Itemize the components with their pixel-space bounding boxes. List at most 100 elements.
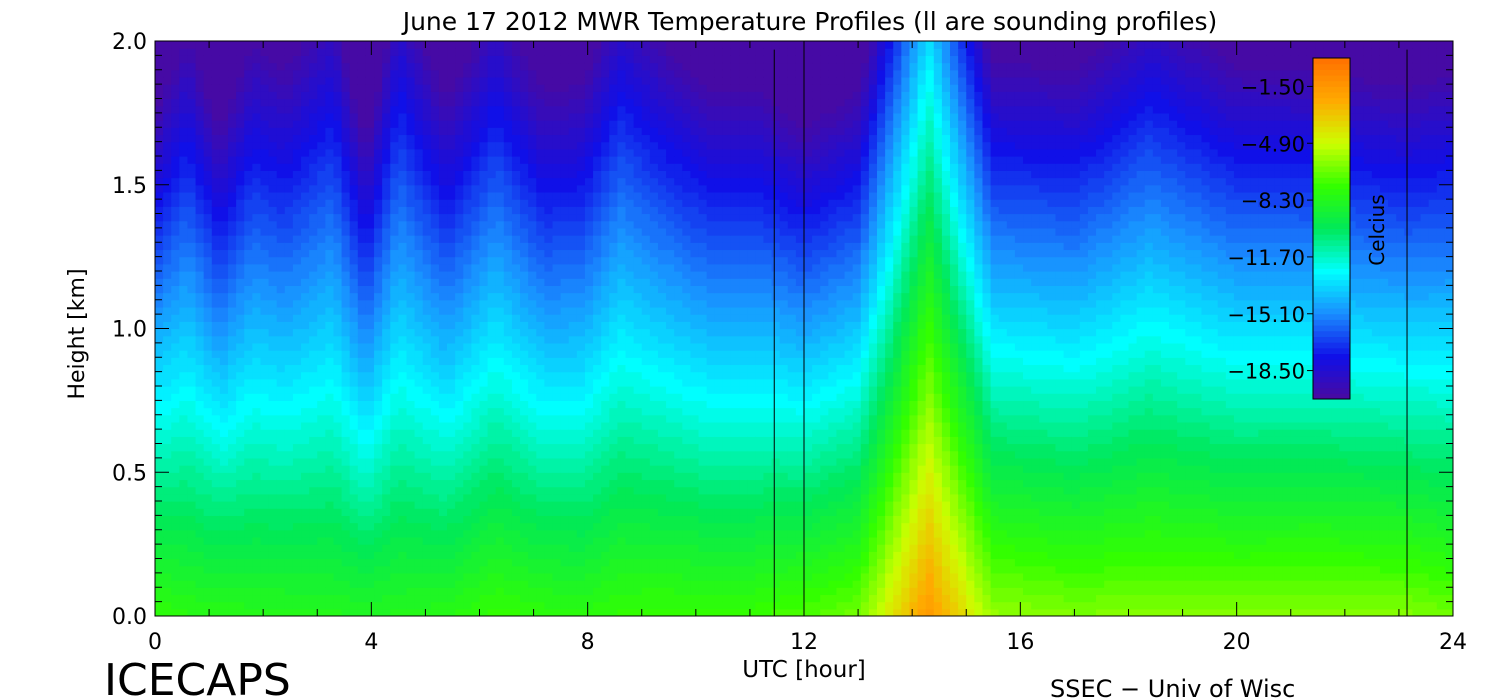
heatmap-cell	[447, 522, 456, 531]
heatmap-cell	[479, 206, 489, 215]
heatmap-cell	[357, 62, 367, 71]
heatmap-cell	[544, 601, 554, 610]
heatmap-cell	[155, 41, 164, 49]
heatmap-cell	[601, 91, 610, 100]
heatmap-cell	[325, 342, 335, 351]
heatmap-cell	[292, 479, 302, 488]
heatmap-cell	[609, 407, 619, 416]
heatmap-cell	[349, 357, 359, 366]
heatmap-cell	[584, 587, 594, 596]
heatmap-cell	[317, 594, 326, 603]
heatmap-cell	[309, 105, 318, 114]
heatmap-cell	[260, 292, 270, 301]
heatmap-cell	[430, 177, 440, 186]
heatmap-cell	[617, 335, 627, 344]
heatmap-cell	[593, 285, 602, 294]
heatmap-cell	[593, 457, 602, 466]
heatmap-cell	[609, 134, 619, 143]
heatmap-cell	[601, 350, 610, 358]
heatmap-cell	[528, 608, 537, 616]
heatmap-cell	[219, 594, 229, 603]
heatmap-cell	[341, 594, 351, 603]
heatmap-cell	[236, 378, 245, 387]
heatmap-cell	[203, 213, 213, 222]
heatmap-cell	[593, 206, 602, 215]
heatmap-cell	[349, 493, 359, 502]
heatmap-cell	[471, 414, 481, 423]
heatmap-cell	[422, 421, 432, 430]
heatmap-cell	[301, 98, 310, 107]
heatmap-cell	[276, 594, 286, 603]
heatmap-cell	[341, 479, 351, 488]
heatmap-cell	[195, 213, 205, 222]
heatmap-cell	[195, 170, 205, 179]
heatmap-cell	[341, 242, 351, 251]
heatmap-cell	[187, 342, 197, 351]
heatmap-cell	[252, 450, 262, 459]
heatmap-cell	[236, 450, 245, 459]
heatmap-cell	[487, 508, 497, 516]
heatmap-cell	[649, 536, 659, 545]
heatmap-cell	[633, 148, 643, 157]
heatmap-cell	[219, 321, 229, 330]
heatmap-cell	[463, 407, 472, 416]
heatmap-cell	[390, 400, 399, 409]
heatmap-cell	[203, 156, 213, 164]
heatmap-cell	[333, 120, 343, 128]
heatmap-cell	[268, 242, 278, 251]
heatmap-cell	[536, 529, 545, 538]
heatmap-cell	[633, 342, 643, 351]
heatmap-cell	[219, 227, 229, 236]
heatmap-cell	[406, 48, 416, 56]
heatmap-cell	[511, 249, 521, 258]
heatmap-cell	[252, 608, 262, 616]
heatmap-cell	[568, 41, 578, 49]
heatmap-cell	[317, 400, 326, 409]
heatmap-cell	[422, 551, 432, 560]
heatmap-cell	[422, 41, 432, 49]
heatmap-cell	[211, 421, 221, 430]
heatmap-cell	[365, 429, 375, 437]
heatmap-cell	[268, 148, 278, 157]
heatmap-cell	[560, 299, 570, 308]
heatmap-cell	[584, 335, 594, 344]
heatmap-cell	[601, 141, 610, 150]
heatmap-cell	[447, 565, 456, 574]
heatmap-cell	[560, 594, 570, 603]
heatmap-cell	[560, 156, 570, 164]
heatmap-cell	[511, 134, 521, 143]
heatmap-cell	[422, 321, 432, 330]
heatmap-cell	[625, 98, 635, 107]
heatmap-cell	[333, 450, 343, 459]
heatmap-cell	[309, 335, 318, 344]
heatmap-cell	[365, 443, 375, 452]
heatmap-cell	[544, 163, 554, 171]
heatmap-cell	[520, 62, 529, 71]
heatmap-cell	[203, 544, 213, 552]
heatmap-cell	[633, 393, 643, 401]
heatmap-cell	[544, 170, 554, 179]
heatmap-cell	[203, 299, 213, 308]
heatmap-cell	[252, 335, 262, 344]
heatmap-cell	[584, 486, 594, 495]
heatmap-cell	[657, 443, 667, 452]
heatmap-cell	[649, 386, 659, 394]
heatmap-cell	[544, 486, 554, 495]
heatmap-cell	[195, 235, 205, 243]
heatmap-cell	[649, 263, 659, 272]
heatmap-cell	[284, 227, 294, 236]
heatmap-cell	[268, 493, 278, 502]
heatmap-cell	[560, 98, 570, 107]
heatmap-cell	[438, 249, 448, 258]
heatmap-cell	[252, 536, 262, 545]
heatmap-cell	[195, 184, 205, 193]
heatmap-cell	[430, 515, 440, 524]
heatmap-cell	[520, 501, 529, 509]
heatmap-cell	[487, 443, 497, 452]
heatmap-cell	[601, 551, 610, 560]
heatmap-cell	[576, 544, 586, 552]
heatmap-cell	[382, 321, 391, 330]
heatmap-cell	[317, 486, 326, 495]
heatmap-cell	[422, 565, 432, 574]
heatmap-cell	[544, 84, 554, 92]
